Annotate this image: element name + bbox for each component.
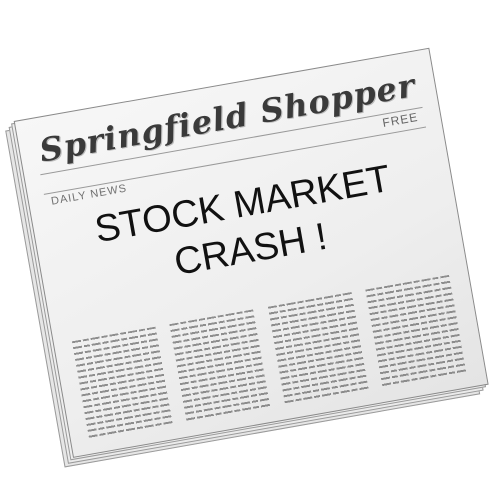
article-column	[267, 291, 370, 406]
masthead-title: Springfield Shopper	[36, 66, 419, 170]
front-page: Springfield Shopper FREE DAILY NEWS STOC…	[13, 47, 489, 458]
article-column	[365, 274, 468, 389]
article-column	[71, 326, 174, 440]
article-columns	[71, 274, 468, 440]
article-column	[169, 309, 272, 423]
newspaper: Springfield Shopper FREE DAILY NEWS STOC…	[5, 47, 489, 468]
